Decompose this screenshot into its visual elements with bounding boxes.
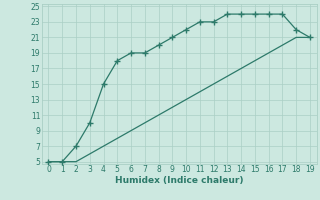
- X-axis label: Humidex (Indice chaleur): Humidex (Indice chaleur): [115, 176, 244, 185]
